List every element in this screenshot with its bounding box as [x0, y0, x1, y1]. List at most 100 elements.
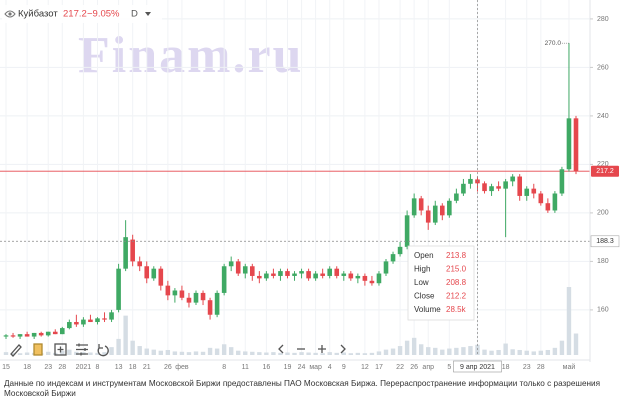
x-tick-label: 21 [143, 364, 151, 371]
pencil-icon[interactable] [10, 344, 22, 357]
volume-bar [67, 349, 72, 355]
x-tick-label: 18 [129, 364, 137, 371]
reset-icon[interactable] [97, 344, 109, 357]
candle-body [461, 183, 466, 194]
x-tick-label: 8 [222, 364, 226, 371]
x-tick-label: 28 [58, 364, 66, 371]
x-tick-label: 26 [410, 364, 418, 371]
nav-left[interactable] [278, 344, 284, 354]
candle-body [158, 268, 164, 286]
candle-body [334, 268, 340, 276]
candle-body [67, 322, 72, 329]
volume-bar [545, 349, 551, 355]
chart: Finam.ru 270.0 160 180 200 220 240 260 280 217.2… [0, 0, 620, 378]
volume-bar [95, 352, 100, 355]
candle-body [566, 118, 572, 170]
candle-body [313, 273, 318, 279]
volume-bar [158, 350, 164, 355]
crosshair-date-box [453, 360, 502, 373]
candle-body [390, 254, 396, 262]
add-icon[interactable] [54, 343, 67, 356]
header-bg [2, 5, 162, 23]
candle-body [496, 186, 501, 189]
candle-body [348, 273, 354, 279]
candle-body [559, 169, 565, 194]
eye-pupil [8, 12, 12, 16]
volume-bar [137, 346, 142, 355]
header: Куйбазот 217.2 −9.05% D [2, 5, 162, 23]
watermark: Finam.ru [78, 27, 303, 84]
volume-bar [257, 352, 262, 355]
zoom-in[interactable] [318, 345, 326, 353]
volume-bar [334, 352, 339, 355]
candle-body [482, 183, 487, 192]
symbol: Куйбазот [18, 9, 58, 20]
x-tick-label: 12 [361, 364, 369, 371]
candle-body [447, 200, 452, 216]
candle-body [81, 319, 86, 325]
candle-body [524, 188, 530, 196]
volume-bar [327, 352, 332, 355]
candle-body [193, 292, 199, 303]
eye-icon[interactable] [4, 10, 16, 18]
add-plus [57, 346, 64, 353]
volume-bar [397, 346, 403, 355]
candle-body [468, 178, 473, 184]
x-tick-label: 22 [396, 364, 404, 371]
dropdown-arrow[interactable] [145, 12, 151, 16]
candle-body [404, 215, 410, 247]
volume-bar [538, 350, 544, 355]
volume-bar [454, 347, 459, 355]
candle-body [102, 318, 107, 320]
candle-body [425, 210, 431, 223]
volume-bar [130, 340, 135, 355]
candle-body [376, 273, 382, 284]
candle-body [116, 268, 121, 310]
candle-body [3, 335, 9, 337]
x-tick-label: 28 [537, 364, 545, 371]
x-tick-label: май [563, 363, 576, 371]
volume-bar [552, 347, 558, 355]
settings-icon[interactable] [76, 343, 88, 356]
candle-body [214, 292, 220, 315]
volume-bar [116, 338, 121, 355]
candle-body [137, 261, 143, 267]
volume-bar [411, 337, 417, 355]
volume-bar [313, 352, 318, 355]
x-tick-label: 23 [44, 364, 52, 371]
interval[interactable]: D [131, 9, 138, 20]
tooltip-key: Open [414, 251, 434, 260]
volume-bar [264, 352, 269, 355]
background [0, 0, 620, 378]
candle-body [186, 297, 192, 303]
candle-body [264, 273, 269, 279]
volume-bar [243, 351, 248, 355]
candle-body [292, 273, 297, 276]
candle-body [207, 300, 213, 315]
candle-body [200, 292, 206, 301]
last-price-label: 217.2 [596, 168, 614, 175]
candle-body [306, 271, 311, 279]
candle-body [109, 312, 114, 320]
volume-bar [250, 351, 255, 355]
note-icon[interactable] [33, 343, 43, 356]
volume-bar [228, 347, 234, 355]
x-tick-label: 2021 [76, 364, 92, 371]
nav-right[interactable] [340, 344, 346, 354]
volume-bar [447, 348, 452, 355]
volume-bar [102, 352, 107, 355]
y-tick-label: 220 [597, 161, 609, 168]
x-tick-label: 15 [2, 364, 10, 371]
candle-body [411, 198, 417, 216]
candle-body [517, 176, 523, 196]
header-price: 217.2 [63, 9, 87, 20]
x-tick-label: апр [422, 364, 434, 371]
candle-body [31, 332, 37, 337]
volume-bar [236, 350, 241, 355]
candle-body [454, 193, 459, 201]
volume-bar [503, 343, 508, 355]
volume-bar [510, 349, 515, 355]
x-tick-label: 26 [164, 364, 172, 371]
volume-bar [418, 344, 424, 355]
